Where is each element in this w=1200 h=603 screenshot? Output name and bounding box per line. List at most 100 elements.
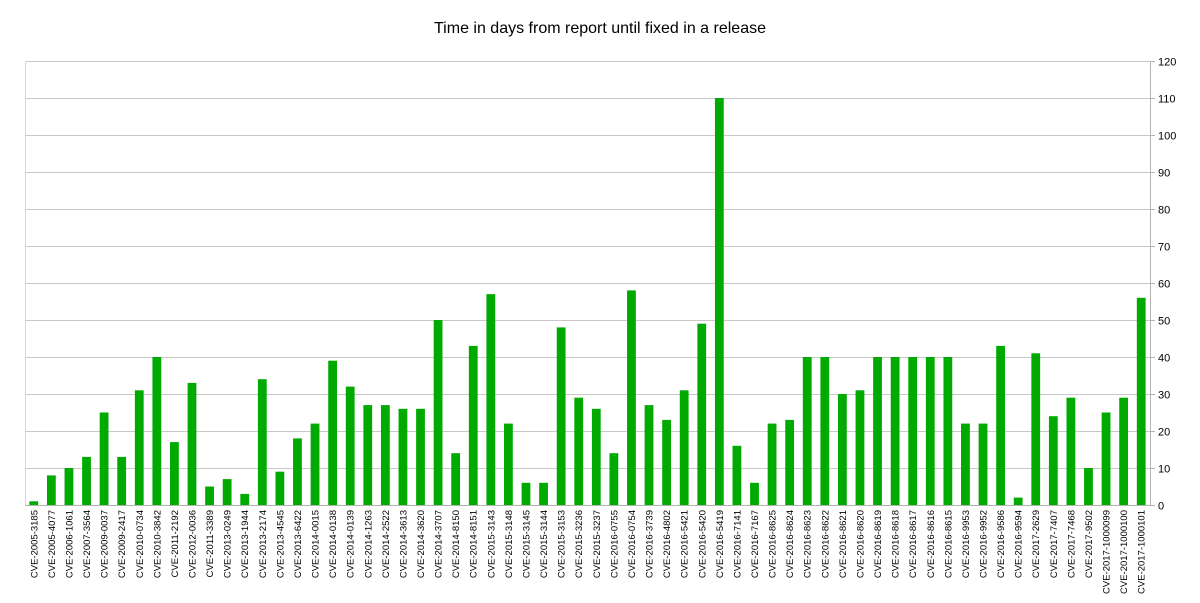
bar-CVE-2015-3148 <box>504 423 513 505</box>
bar-CVE-2016-8617 <box>908 357 918 505</box>
bar-CVE-2016-8621 <box>837 394 847 505</box>
bar-CVE-2014-3613 <box>398 408 408 505</box>
bar-CVE-2009-0037 <box>99 412 109 505</box>
x-tick-label: CVE-2017-1000100 <box>1119 510 1130 594</box>
x-tick-label: CVE-2010-0734 <box>135 510 146 578</box>
x-tick-label: CVE-2016-0755 <box>609 510 620 578</box>
x-tick-label: CVE-2017-7407 <box>1049 510 1060 578</box>
bar-CVE-2016-8624 <box>785 419 795 505</box>
y-tick-label: 100 <box>1158 131 1176 143</box>
y-tick-label: 80 <box>1158 205 1170 217</box>
y-tick-label: 0 <box>1158 501 1164 513</box>
bar-CVE-2015-3143 <box>486 294 496 505</box>
x-tick-label: CVE-2009-2417 <box>117 510 128 578</box>
x-tick-label: CVE-2017-2629 <box>1031 510 1042 578</box>
x-tick-label: CVE-2013-6422 <box>293 510 304 578</box>
bar-CVE-2014-3620 <box>416 408 425 505</box>
bars <box>29 98 1146 505</box>
x-tick-label: CVE-2016-8621 <box>838 510 849 578</box>
x-tick-label: CVE-2014-0139 <box>346 510 357 578</box>
bar-CVE-2013-2174 <box>257 379 267 505</box>
bar-CVE-2016-7167 <box>750 482 759 505</box>
bar-CVE-2016-9953 <box>961 423 970 505</box>
x-tick-label: CVE-2017-1000099 <box>1102 510 1113 594</box>
x-tick-label: CVE-2011-2192 <box>170 510 181 577</box>
bar-CVE-2007-3564 <box>82 456 91 505</box>
x-tick-label: CVE-2015-3148 <box>504 510 515 578</box>
bar-CVE-2017-7468 <box>1066 397 1076 505</box>
x-tick-label: CVE-2016-8616 <box>926 510 937 578</box>
bar-CVE-2016-3739 <box>644 405 654 505</box>
bar-CVE-2016-7141 <box>732 445 742 505</box>
x-tick-label: CVE-2016-9953 <box>961 510 972 578</box>
bar-CVE-2017-1000101 <box>1136 297 1146 505</box>
bar-CVE-2005-3185 <box>29 501 39 505</box>
x-tick-label: CVE-2015-3145 <box>521 510 532 578</box>
x-tick-label: CVE-2014-1263 <box>363 510 374 578</box>
x-tick-label: CVE-2015-3153 <box>557 510 568 578</box>
y-tick-label: 40 <box>1158 353 1170 365</box>
bar-CVE-2016-0755 <box>609 453 619 505</box>
x-tick-label: CVE-2016-3739 <box>645 510 656 578</box>
bar-CVE-2012-0036 <box>187 382 197 505</box>
bar-CVE-2016-8622 <box>820 357 830 505</box>
x-tick-label: CVE-2011-3389 <box>205 510 216 577</box>
y-tick-labels: 0 10 20 30 40 50 60 70 80 90 100 110 120 <box>1158 57 1176 513</box>
bar-CVE-2016-8615 <box>943 357 953 505</box>
x-tick-label: CVE-2016-9586 <box>996 510 1007 578</box>
y-tick-label: 70 <box>1158 242 1170 254</box>
bar-CVE-2016-5420 <box>697 323 707 505</box>
x-tick-label: CVE-2016-8622 <box>820 510 831 578</box>
x-tick-label: CVE-2014-8151 <box>469 510 480 578</box>
x-tick-label: CVE-2013-4545 <box>275 510 286 578</box>
x-tick-label: CVE-2017-1000101 <box>1137 510 1148 594</box>
bar-CVE-2013-6422 <box>293 438 302 505</box>
x-tick-label: CVE-2014-2522 <box>381 510 392 578</box>
x-tick-label: CVE-2015-3237 <box>592 510 603 578</box>
bar-CVE-2016-8619 <box>873 357 882 505</box>
bar-CVE-2017-7407 <box>1048 416 1058 505</box>
x-tick-label: CVE-2016-5420 <box>697 510 708 578</box>
x-tick-label: CVE-2016-8620 <box>855 510 866 578</box>
bar-CVE-2016-8618 <box>890 357 900 505</box>
x-tick-label: CVE-2014-0138 <box>328 510 339 578</box>
y-tick-label: 120 <box>1158 57 1176 69</box>
bar-CVE-2016-8625 <box>767 423 777 505</box>
bar-CVE-2005-4077 <box>46 475 56 505</box>
x-tick-label: CVE-2014-3707 <box>434 510 445 578</box>
y-tick-label: 110 <box>1158 94 1176 106</box>
bar-CVE-2014-0138 <box>328 360 338 505</box>
bar-CVE-2014-0015 <box>310 423 320 505</box>
bar-CVE-2013-4545 <box>275 471 285 505</box>
bar-CVE-2015-3237 <box>591 408 601 505</box>
x-tick-label: CVE-2016-0754 <box>627 510 638 578</box>
bar-CVE-2014-8150 <box>451 453 461 505</box>
x-tick-label: CVE-2016-5421 <box>680 510 691 578</box>
bar-CVE-2014-3707 <box>433 320 443 505</box>
y-tick-label: 50 <box>1158 316 1170 328</box>
bar-CVE-2016-8620 <box>855 390 865 505</box>
x-tick-label: CVE-2010-3842 <box>152 510 163 578</box>
x-tick-label: CVE-2014-0015 <box>311 510 322 578</box>
bar-CVE-2013-0249 <box>222 479 232 505</box>
bar-CVE-2016-5421 <box>679 390 689 505</box>
x-tick-label: CVE-2016-8617 <box>908 510 919 578</box>
x-tick-label: CVE-2015-3144 <box>539 510 550 578</box>
bar-CVE-2010-3842 <box>152 357 162 505</box>
bar-CVE-2011-2192 <box>170 442 179 505</box>
bar-CVE-2011-3389 <box>205 486 214 505</box>
x-tick-label: CVE-2014-3620 <box>416 510 427 578</box>
y-tick-label: 20 <box>1158 427 1170 439</box>
x-tick-label: CVE-2016-8615 <box>943 510 954 578</box>
bar-CVE-2017-9502 <box>1084 468 1093 505</box>
x-tick-label: CVE-2014-3613 <box>398 510 409 578</box>
x-tick-label: CVE-2013-1944 <box>240 510 251 578</box>
y-tick-label: 30 <box>1158 390 1170 402</box>
x-tick-label: CVE-2016-5419 <box>715 510 726 578</box>
x-tick-label: CVE-2007-3564 <box>82 510 93 578</box>
x-tick-label: CVE-2016-7141 <box>732 510 743 578</box>
x-tick-label: CVE-2005-4077 <box>47 510 58 578</box>
bar-CVE-2015-3144 <box>539 482 548 505</box>
x-tick-labels: CVE-2005-3185 CVE-2005-4077 CVE-2006-1061 C… <box>29 510 1147 594</box>
